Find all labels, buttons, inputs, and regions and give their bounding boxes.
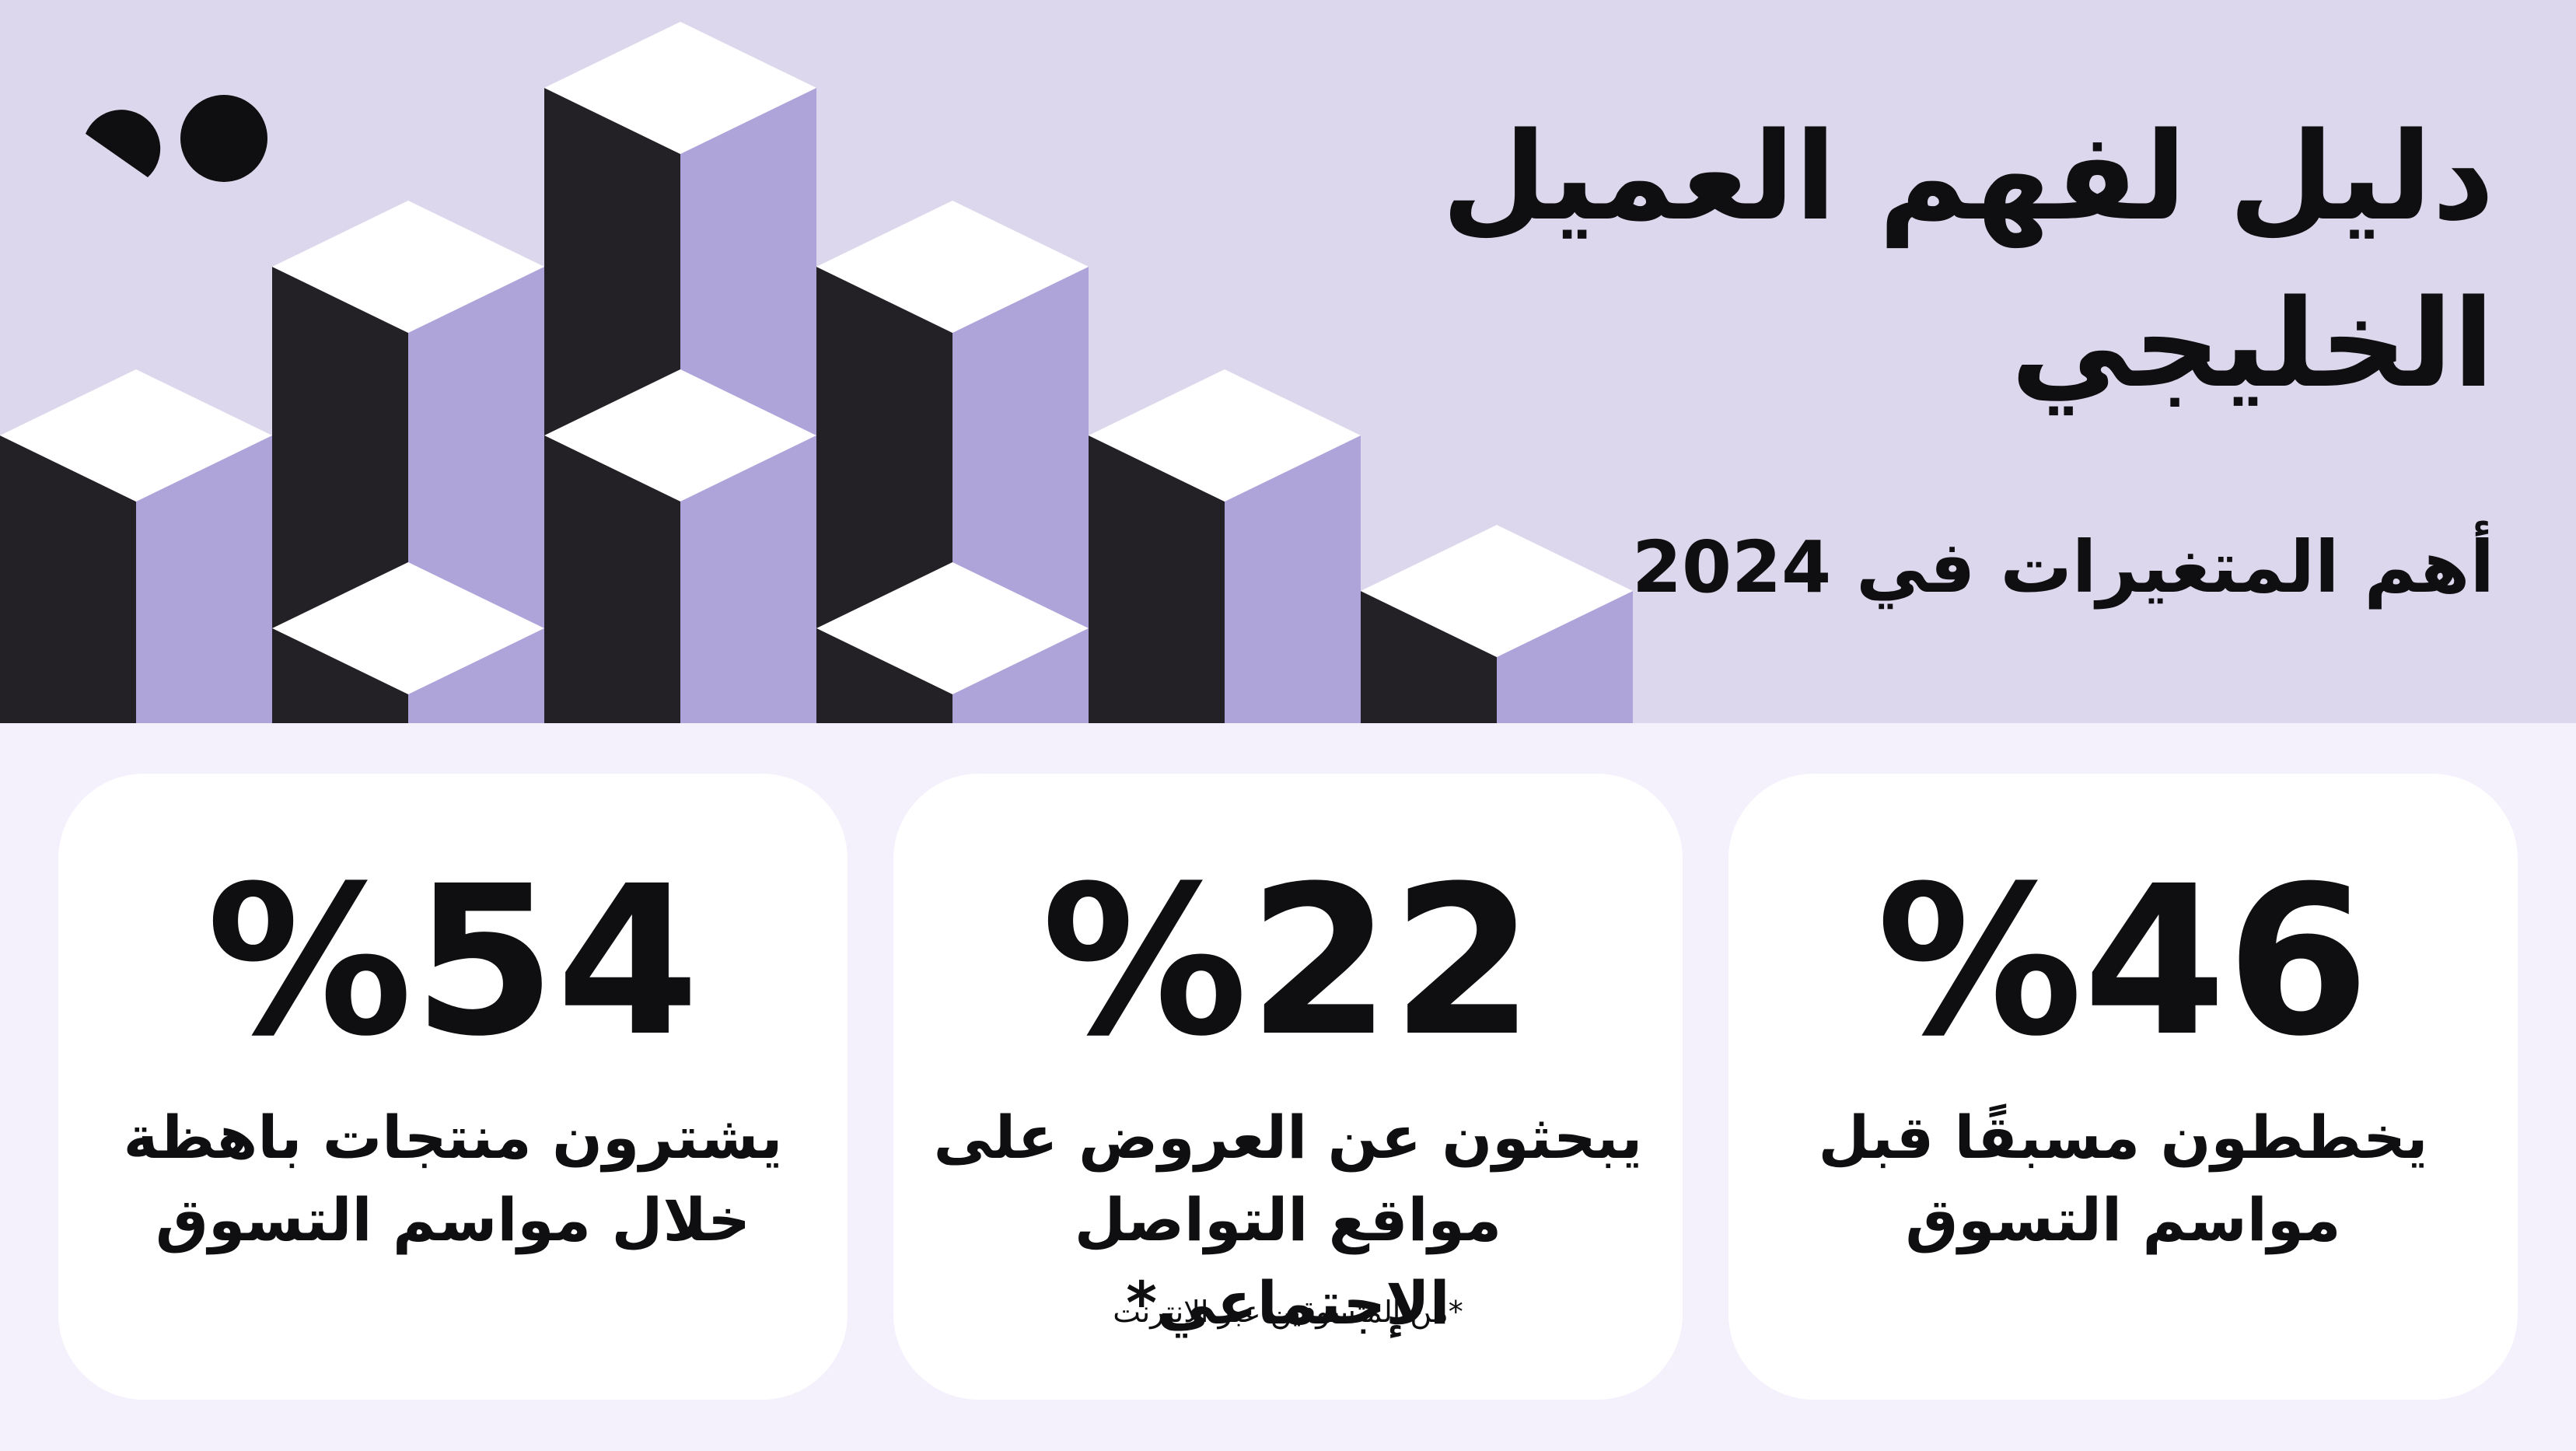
page-subtitle: أهم المتغيرات في 2024 [1632,526,2494,609]
stat-card-social-deals: %22 يبحثون عن العروض على مواقع التواصل ا… [893,774,1683,1400]
title-line-2: الخليجي [2010,273,2494,415]
stat-description-line-2: مواقع التواصل الإجتماعي* [1074,1185,1502,1337]
stat-description-line-2: خلال مواسم التسوق [156,1185,750,1255]
stat-description-line-1: يشترون منتجات باهظة [123,1103,783,1172]
page-title: دليل لفهم العميل الخليجي [1250,93,2494,428]
stat-footnote: *من المتسوقين عبر الإنترنت [1113,1295,1463,1329]
stat-value: %22 [1041,842,1535,1082]
stat-card-expensive-purchases: %54 يشترون منتجات باهظة خلال مواسم التسو… [58,774,848,1400]
stat-description-line-1: يبحثون عن العروض على [933,1103,1643,1172]
stat-description: يخططون مسبقًا قبل مواسم التسوق [1760,1096,2487,1262]
title-line-1: دليل لفهم العميل [1442,106,2494,247]
quote-dots-logo [86,95,267,182]
stat-value: %46 [1876,842,2370,1082]
stat-description-line-2: مواسم التسوق [1905,1185,2341,1255]
hero-banner: دليل لفهم العميل الخليجي أهم المتغيرات ف… [0,0,2576,723]
stat-description: يشترون منتجات باهظة خلال مواسم التسوق [89,1096,816,1262]
stat-card-plan-ahead: %46 يخططون مسبقًا قبل مواسم التسوق [1728,774,2518,1400]
stat-description: يبحثون عن العروض على مواقع التواصل الإجت… [924,1096,1652,1344]
stat-description-line-1: يخططون مسبقًا قبل [1818,1103,2428,1172]
isometric-cubes-illustration [0,22,1633,723]
stat-value: %54 [206,842,700,1082]
